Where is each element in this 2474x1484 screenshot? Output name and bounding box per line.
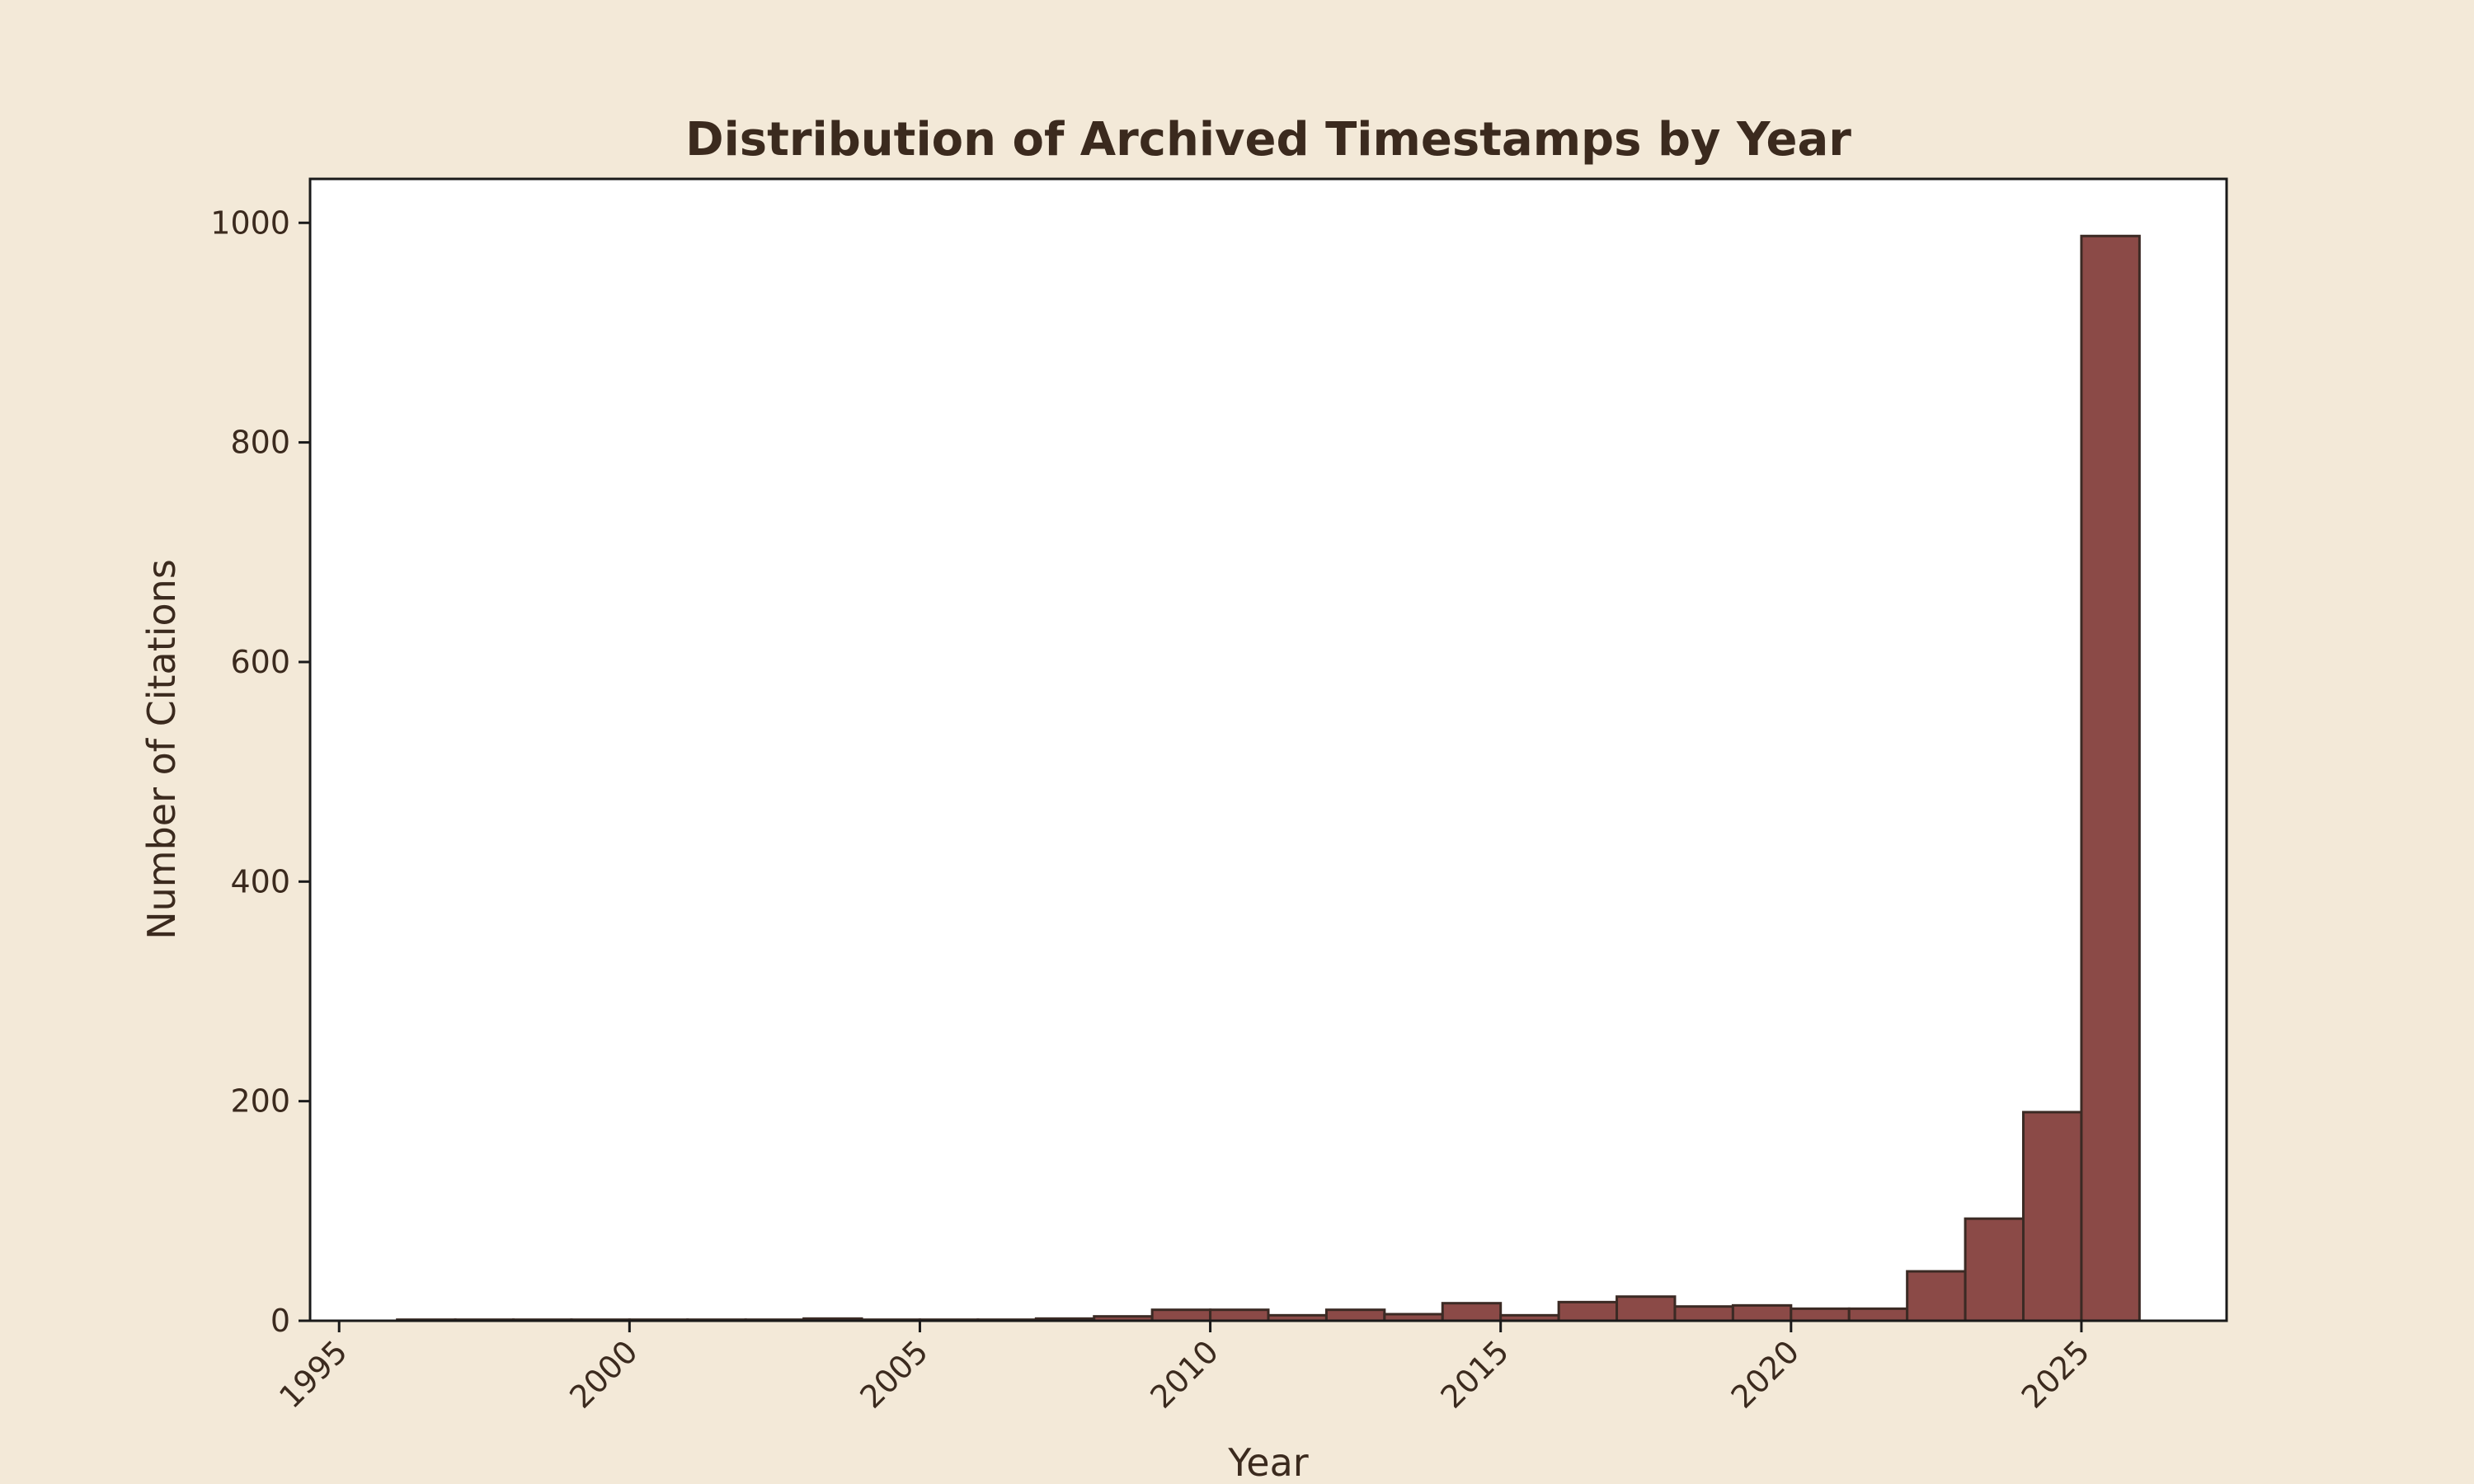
y-tick-label-1000: 1000 [210, 204, 290, 241]
y-tick-label-200: 200 [230, 1083, 290, 1120]
histogram-bar-2022 [1906, 1270, 1967, 1322]
chart-title: Distribution of Archived Timestamps by Y… [685, 113, 1851, 167]
y-tick-label-800: 800 [230, 425, 290, 461]
x-axis-label: Year [1227, 1440, 1308, 1484]
y-tick-label-0: 0 [270, 1303, 290, 1339]
histogram-bar-2021 [1847, 1307, 1909, 1322]
histogram-bar-2016 [1557, 1300, 1619, 1322]
y-axis-label: Number of Citations [139, 559, 184, 940]
histogram-bar-2018 [1673, 1305, 1734, 1322]
plot-frame [308, 177, 2228, 1322]
histogram-bar-2023 [1964, 1217, 2025, 1322]
histogram-bar-2009 [1150, 1308, 1212, 1322]
plot-area [310, 179, 2227, 1321]
y-axis: 0 200 400 600 800 1000 [210, 204, 310, 1339]
histogram-bar-2024 [2022, 1111, 2083, 1322]
histogram-bar-2014 [1441, 1302, 1503, 1322]
y-tick-label-400: 400 [230, 863, 290, 899]
histogram-bar-2017 [1616, 1295, 1677, 1322]
y-tick-label-600: 600 [230, 644, 290, 680]
histogram-bar-2025 [2080, 234, 2141, 1322]
histogram-bar-2020 [1790, 1307, 1851, 1322]
histogram-bar-2019 [1731, 1303, 1793, 1322]
histogram-bar-2010 [1209, 1308, 1270, 1322]
histogram-bar-2012 [1324, 1308, 1386, 1322]
